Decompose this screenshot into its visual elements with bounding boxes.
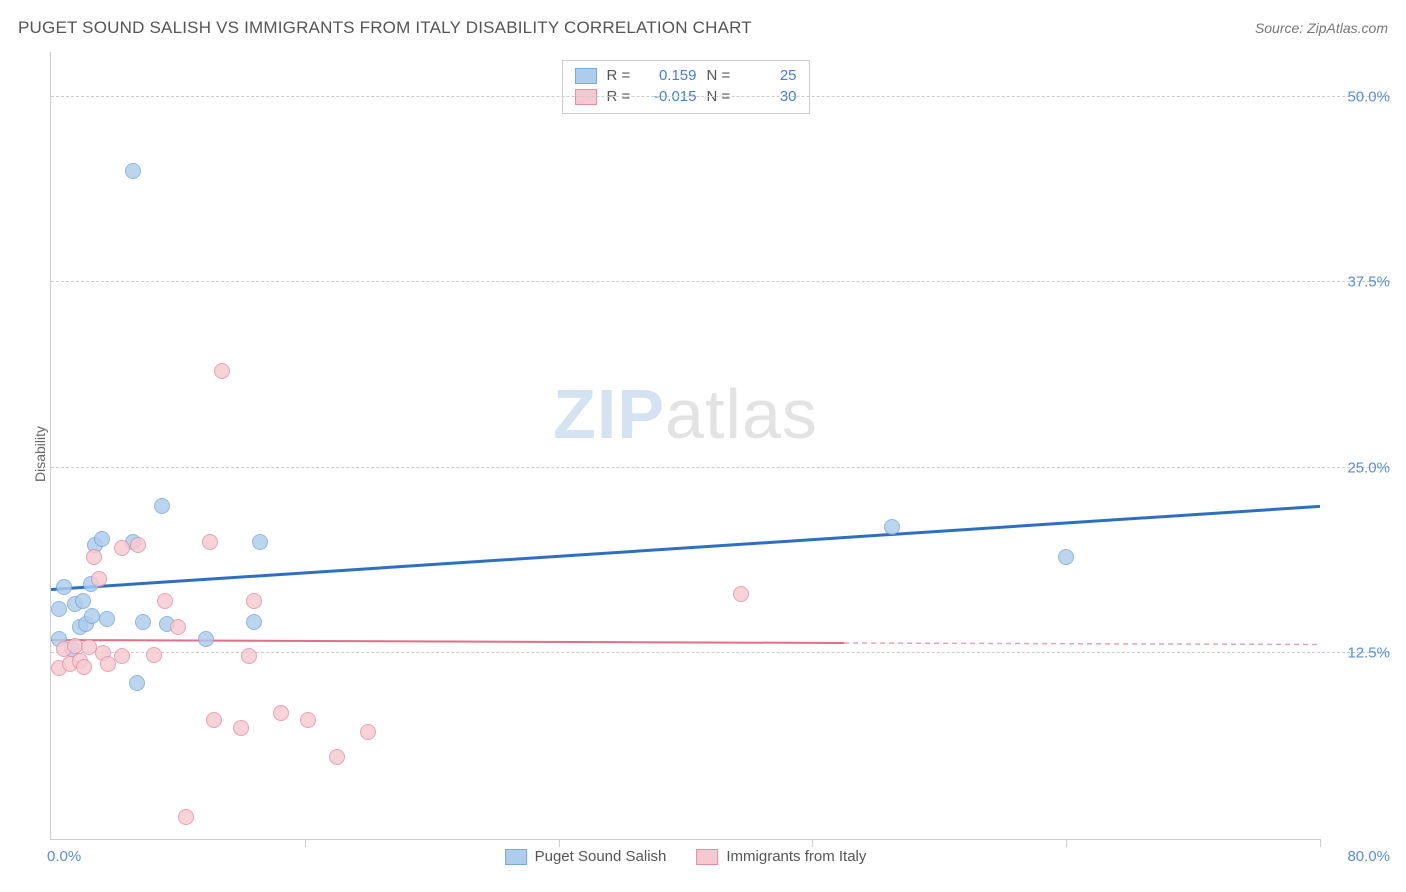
scatter-point (241, 648, 257, 664)
legend-item: Immigrants from Italy (696, 848, 866, 865)
scatter-point (206, 712, 222, 728)
x-axis-min-label: 0.0% (47, 848, 81, 865)
scatter-point (202, 534, 218, 550)
scatter-point (1058, 549, 1074, 565)
n-label: N = (707, 67, 733, 84)
y-tick-label: 12.5% (1347, 645, 1390, 662)
scatter-point (157, 593, 173, 609)
gridline (51, 96, 1390, 97)
scatter-point (135, 614, 151, 630)
r-value: 0.159 (643, 67, 697, 84)
x-tick (1066, 839, 1067, 847)
correlation-row: R = 0.159 N = 25 (575, 65, 797, 86)
scatter-point (129, 675, 145, 691)
scatter-point (86, 549, 102, 565)
legend-label: Puget Sound Salish (535, 848, 667, 865)
trendline (51, 640, 844, 643)
correlation-legend: R = 0.159 N = 25 R = -0.015 N = 30 (562, 60, 810, 114)
scatter-point (733, 586, 749, 602)
scatter-point (273, 705, 289, 721)
n-value: 25 (743, 67, 797, 84)
gridline (51, 467, 1390, 468)
y-tick-label: 25.0% (1347, 459, 1390, 476)
y-tick-label: 50.0% (1347, 88, 1390, 105)
trendline (51, 506, 1320, 589)
scatter-point (233, 720, 249, 736)
scatter-point (884, 519, 900, 535)
header: PUGET SOUND SALISH VS IMMIGRANTS FROM IT… (18, 18, 1388, 38)
y-axis-label: Disability (32, 426, 48, 482)
r-label: R = (607, 67, 633, 84)
plot-wrap: Disability ZIPatlas R = 0.159 N = 25 R =… (34, 52, 1394, 856)
scatter-point (76, 659, 92, 675)
y-tick-label: 37.5% (1347, 274, 1390, 291)
scatter-point (170, 619, 186, 635)
scatter-point (91, 571, 107, 587)
scatter-plot: ZIPatlas R = 0.159 N = 25 R = -0.015 N =… (50, 52, 1320, 840)
trendline (844, 643, 1320, 644)
scatter-point (360, 724, 376, 740)
scatter-point (154, 498, 170, 514)
legend-item: Puget Sound Salish (505, 848, 667, 865)
series-legend: Puget Sound Salish Immigrants from Italy (505, 848, 867, 865)
scatter-point (114, 540, 130, 556)
scatter-point (125, 163, 141, 179)
source-label: Source: ZipAtlas.com (1255, 20, 1388, 36)
legend-swatch (575, 68, 597, 84)
scatter-point (114, 648, 130, 664)
scatter-point (75, 593, 91, 609)
scatter-point (300, 712, 316, 728)
legend-swatch (505, 849, 527, 865)
scatter-point (94, 531, 110, 547)
scatter-point (178, 809, 194, 825)
chart-title: PUGET SOUND SALISH VS IMMIGRANTS FROM IT… (18, 18, 752, 38)
gridline (51, 281, 1390, 282)
x-tick (559, 839, 560, 847)
scatter-point (146, 647, 162, 663)
scatter-point (56, 579, 72, 595)
scatter-point (51, 601, 67, 617)
scatter-point (329, 749, 345, 765)
x-tick (1320, 839, 1321, 847)
legend-label: Immigrants from Italy (726, 848, 866, 865)
legend-swatch (696, 849, 718, 865)
scatter-point (130, 537, 146, 553)
x-tick (812, 839, 813, 847)
scatter-point (252, 534, 268, 550)
x-tick (305, 839, 306, 847)
scatter-point (246, 593, 262, 609)
scatter-point (246, 614, 262, 630)
scatter-point (214, 363, 230, 379)
x-axis-max-label: 80.0% (1347, 848, 1390, 865)
scatter-point (198, 631, 214, 647)
scatter-point (99, 611, 115, 627)
